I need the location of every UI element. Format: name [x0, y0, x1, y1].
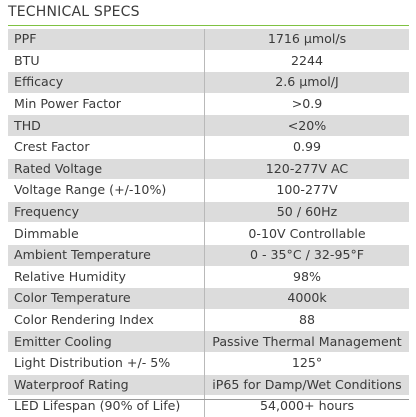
spec-label: Rated Voltage	[8, 157, 205, 180]
spec-label: THD	[8, 114, 205, 137]
spec-row: Waterproof Rating iP65 for Damp/Wet Cond…	[8, 373, 409, 396]
spec-row: PPF 1716 µmol/s	[8, 28, 409, 51]
spec-label: Color Temperature	[8, 287, 205, 310]
spec-row: Min Power Factor >0.9	[8, 92, 409, 115]
spec-row: BTU 2244	[8, 49, 409, 72]
spec-label: Efficacy	[8, 71, 205, 94]
spec-label: Dimmable	[8, 222, 205, 245]
spec-value: 0-10V Controllable	[204, 222, 409, 245]
spec-label: Waterproof Rating	[8, 373, 205, 396]
spec-row: Color Rendering Index 88	[8, 308, 409, 331]
spec-label: BTU	[8, 49, 205, 72]
spec-label: Emitter Cooling	[8, 330, 205, 353]
spec-value: 88	[204, 308, 409, 331]
spec-value: 50 / 60Hz	[204, 200, 409, 223]
spec-row: THD <20%	[8, 114, 409, 137]
spec-value: 0 - 35°C / 32-95°F	[204, 243, 409, 267]
spec-row: Crest Factor 0.99	[8, 135, 409, 159]
spec-row: Color Temperature 4000k	[8, 287, 409, 310]
title-divider	[8, 25, 409, 26]
spec-value: >0.9	[204, 92, 409, 115]
spec-value: Passive Thermal Management	[204, 330, 409, 353]
spec-value: 120-277V AC	[204, 157, 409, 180]
spec-label: Relative Humidity	[8, 265, 205, 288]
spec-title: TECHNICAL SPECS	[8, 4, 140, 20]
table-bottom-divider	[8, 399, 409, 400]
spec-value: 125°	[204, 351, 409, 374]
spec-value: 2.6 µmol/J	[204, 71, 409, 94]
spec-value: 0.99	[204, 135, 409, 159]
spec-row: Ambient Temperature 0 - 35°C / 32-95°F	[8, 243, 409, 267]
spec-label: Ambient Temperature	[8, 243, 205, 267]
spec-table: PPF 1716 µmol/s BTU 2244 Efficacy 2.6 µm…	[8, 28, 409, 417]
spec-label: Crest Factor	[8, 135, 205, 159]
spec-row: Efficacy 2.6 µmol/J	[8, 71, 409, 94]
spec-value: 1716 µmol/s	[204, 28, 409, 51]
spec-label: Min Power Factor	[8, 92, 205, 115]
spec-row: Relative Humidity 98%	[8, 265, 409, 288]
spec-row: Emitter Cooling Passive Thermal Manageme…	[8, 330, 409, 353]
spec-value: <20%	[204, 114, 409, 137]
spec-value: 100-277V	[204, 179, 409, 202]
spec-value: 2244	[204, 49, 409, 72]
spec-row: Dimmable 0-10V Controllable	[8, 222, 409, 245]
spec-row: Voltage Range (+/-10%) 100-277V	[8, 179, 409, 202]
spec-label: Color Rendering Index	[8, 308, 205, 331]
spec-value: iP65 for Damp/Wet Conditions	[204, 373, 409, 396]
spec-label: PPF	[8, 28, 205, 51]
spec-row: Rated Voltage 120-277V AC	[8, 157, 409, 180]
spec-label: Light Distribution +/- 5%	[8, 351, 205, 374]
spec-row: Light Distribution +/- 5% 125°	[8, 351, 409, 374]
spec-value: 4000k	[204, 287, 409, 310]
spec-value: 98%	[204, 265, 409, 288]
spec-label: Frequency	[8, 200, 205, 223]
spec-label: Voltage Range (+/-10%)	[8, 179, 205, 202]
spec-row: Frequency 50 / 60Hz	[8, 200, 409, 223]
